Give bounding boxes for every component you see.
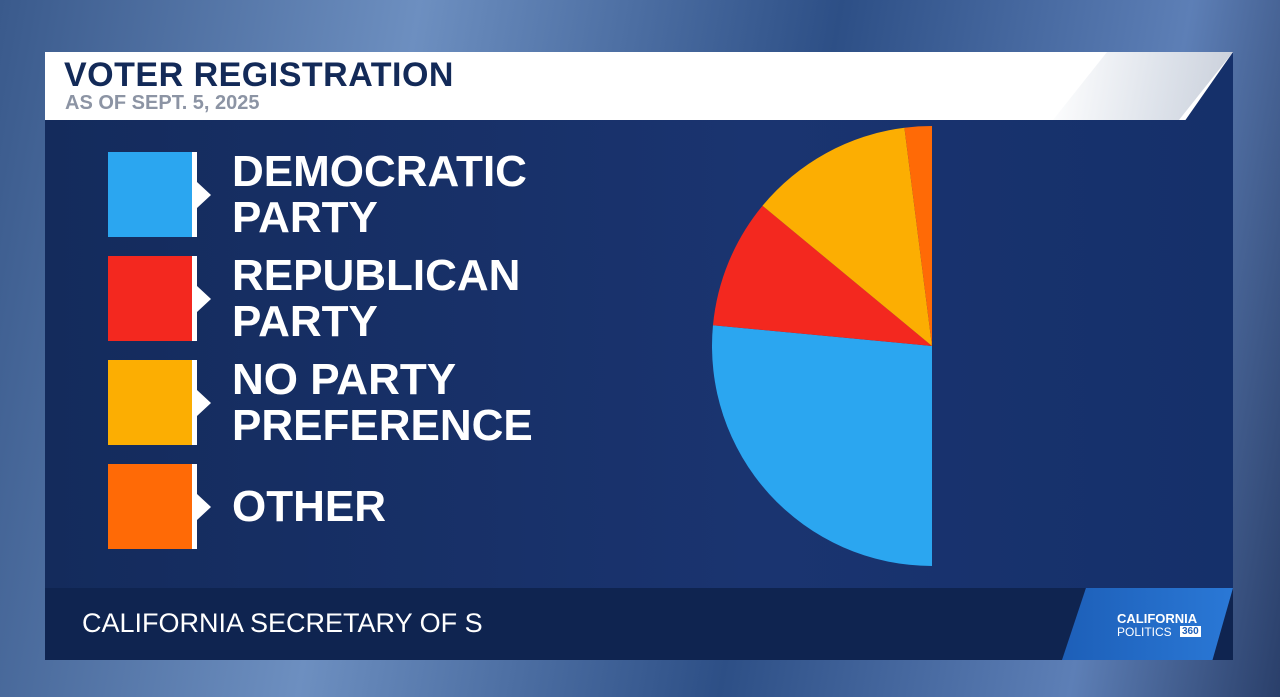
legend-swatch <box>108 256 197 341</box>
logo-text: POLITICS <box>1117 625 1172 639</box>
pie-slice <box>762 127 932 346</box>
legend-arrow <box>197 390 211 416</box>
pie-slice <box>712 205 932 346</box>
chart-title: VOTER REGISTRATION <box>64 56 454 94</box>
legend-label: OTHER <box>232 481 386 531</box>
legend-label: NO PARTY PREFERENCE <box>232 354 533 450</box>
pie-slice <box>904 126 932 346</box>
legend-swatch <box>108 152 197 237</box>
footer-bar <box>45 588 1233 660</box>
logo-text: CALIFORNIA <box>1117 611 1198 626</box>
logo-badge: 360 <box>1180 626 1201 637</box>
pie-slice <box>712 325 932 566</box>
chart-subtitle: AS OF SEPT. 5, 2025 <box>65 92 260 114</box>
legend-arrow <box>197 286 211 312</box>
legend-swatch <box>108 464 197 549</box>
source: CALIFORNIA SECRETARY OF S <box>82 608 483 638</box>
panel <box>45 52 1233 660</box>
legend-arrow <box>197 182 211 208</box>
legend-arrow <box>197 494 211 520</box>
logo: CALIFORNIA POLITICS 360 <box>1062 588 1233 660</box>
header-band <box>45 52 1233 120</box>
legend-swatch <box>108 360 197 445</box>
legend-label: DEMOCRATIC PARTY <box>232 146 527 242</box>
legend-label: REPUBLICAN PARTY <box>232 250 521 346</box>
